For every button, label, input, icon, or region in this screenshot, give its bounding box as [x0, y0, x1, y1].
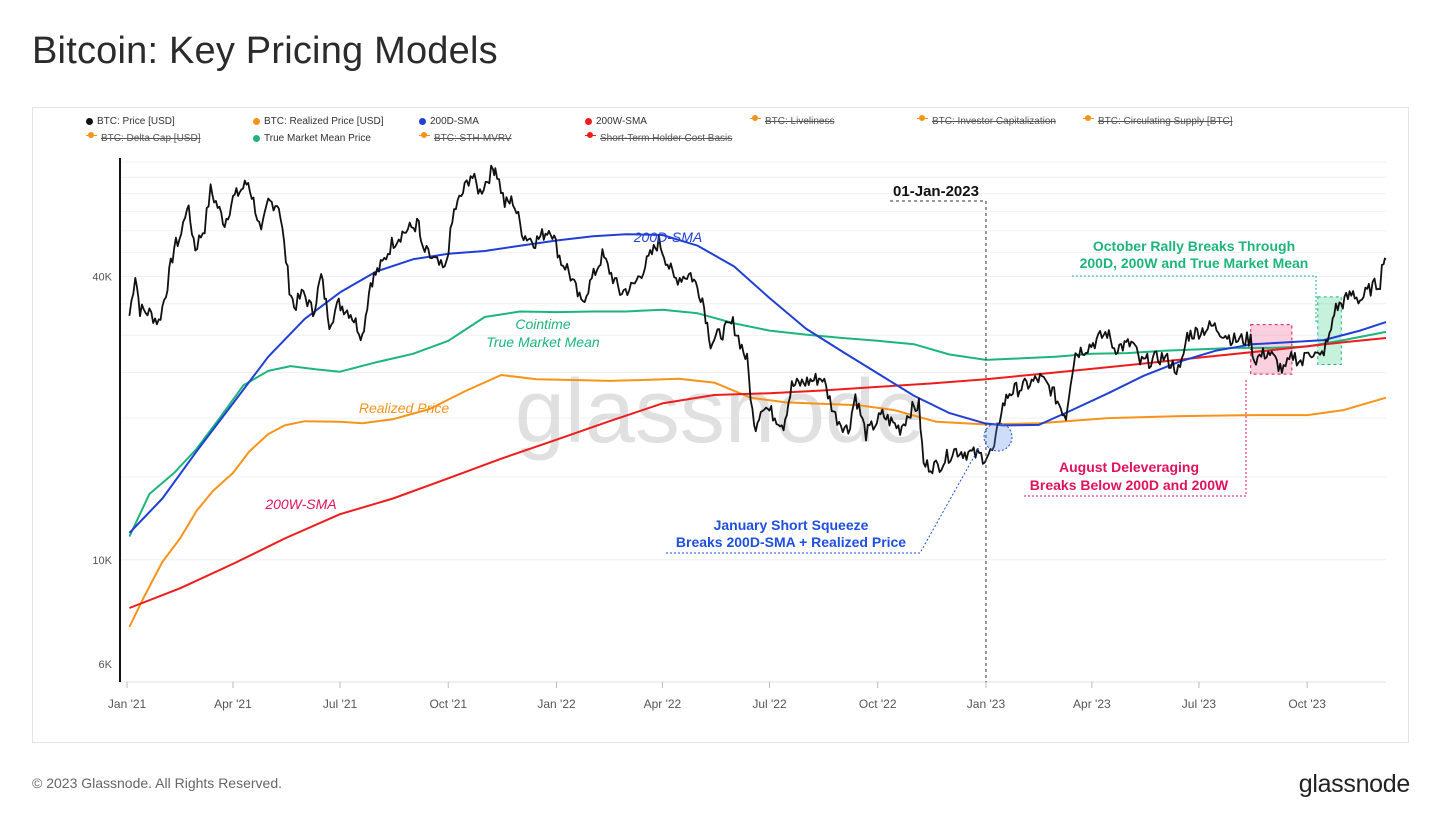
y-tick-label: 6K — [99, 659, 113, 671]
legend-swatch — [1083, 115, 1094, 126]
x-tick-label: Apr '22 — [644, 697, 682, 711]
legend-item-circulating-supply[interactable]: BTC: Circulating Supply [BTC] — [1083, 115, 1233, 127]
callout-january-leader — [666, 445, 981, 554]
legend-swatch — [86, 118, 93, 125]
callout-october-line1: October Rally Breaks Through — [1093, 238, 1295, 254]
legend-swatch — [917, 115, 928, 126]
series-lines — [128, 164, 1387, 628]
series-200d-sma — [128, 233, 1387, 534]
x-tick-label: Oct '21 — [429, 697, 467, 711]
legend-swatch — [585, 118, 592, 125]
legend-swatch — [419, 132, 430, 143]
legend-item-200d-sma[interactable]: 200D-SMA — [419, 116, 479, 127]
annotations: 200D-SMA Cointime True Market Mean Realized… — [264, 183, 1317, 682]
label-200w-sma: 200W-SMA — [264, 496, 336, 512]
callout-january-line2: Breaks 200D-SMA + Realized Price — [676, 534, 906, 550]
highlight-october — [1317, 296, 1342, 366]
y-tick-label: 40K — [92, 271, 112, 283]
chart-frame — [32, 107, 1409, 743]
watermark-logo: glassnode — [515, 362, 925, 462]
x-tick-label: Apr '21 — [214, 697, 252, 711]
legend-item-true-market-mean[interactable]: True Market Mean Price — [253, 133, 371, 144]
x-tick-label: Apr '23 — [1073, 697, 1111, 711]
legend-item-sth-cost-basis[interactable]: Short-Term Holder Cost Basis — [585, 132, 733, 144]
legend-swatch — [86, 132, 97, 143]
legend-item-200w-sma[interactable]: 200W-SMA — [585, 116, 647, 127]
callout-january-marker — [983, 422, 1013, 452]
legend-item-realized-price[interactable]: BTC: Realized Price [USD] — [253, 116, 383, 127]
x-tick-label: Oct '22 — [859, 697, 897, 711]
callout-august-leader — [1024, 380, 1247, 497]
legend-item-delta-cap[interactable]: BTC: Delta Cap [USD] — [86, 132, 201, 144]
legend-label: BTC: Delta Cap [USD] — [101, 133, 201, 144]
callout-august-line1: August Deleveraging — [1059, 459, 1199, 475]
legend-swatch — [750, 115, 761, 126]
x-tick-label: Jan '22 — [537, 697, 576, 711]
legend-label: Short-Term Holder Cost Basis — [600, 133, 733, 144]
legend-item-investor-capitalization[interactable]: BTC: Investor Capitalization — [917, 115, 1056, 127]
x-tick-label: Jan '23 — [967, 697, 1006, 711]
x-tick-label: Jan '21 — [108, 697, 147, 711]
page-title: Bitcoin: Key Pricing Models — [32, 30, 498, 72]
label-true-market-mean: True Market Mean — [486, 334, 600, 350]
series-realized-price — [128, 374, 1387, 628]
legend-swatch — [419, 118, 426, 125]
legend-swatch — [253, 135, 260, 142]
legend-label: 200W-SMA — [596, 116, 647, 127]
x-tick-label: Jul '21 — [323, 697, 358, 711]
legend-label: BTC: Circulating Supply [BTC] — [1098, 116, 1233, 127]
x-tick-label: Jul '22 — [752, 697, 787, 711]
y-tick-label: 10K — [92, 555, 112, 567]
label-realized-price: Realized Price — [359, 400, 449, 416]
legend-label: BTC: Price [USD] — [97, 116, 175, 127]
series-btc-price — [128, 164, 1387, 475]
x-tick-label: Oct '23 — [1288, 697, 1326, 711]
gridlines — [120, 161, 1386, 683]
footer-copyright: © 2023 Glassnode. All Rights Reserved. — [32, 775, 283, 791]
legend-label: BTC: Liveliness — [765, 116, 835, 127]
chart-legend: BTC: Price [USD] BTC: Realized Price [US… — [52, 115, 1233, 152]
legend-label: 200D-SMA — [430, 116, 479, 127]
callout-august-line2: Breaks Below 200D and 200W — [1030, 477, 1229, 493]
legend-swatch — [253, 118, 260, 125]
callout-january-line1: January Short Squeeze — [714, 517, 869, 533]
label-200d-sma: 200D-SMA — [633, 229, 702, 245]
axes: 6K 10K 40K Jan '21 Apr '21 Jul '21 Oct '21 Jan … — [92, 158, 1326, 711]
legend-label: True Market Mean Price — [264, 133, 371, 144]
footer-logo: glassnode — [1298, 770, 1411, 798]
callout-october-line2: 200D, 200W and True Market Mean — [1080, 255, 1309, 271]
callout-october-leader — [1072, 275, 1317, 322]
legend-item-sth-mvrv[interactable]: BTC: STH-MVRV — [419, 132, 512, 144]
label-cointime: Cointime — [515, 316, 570, 332]
series-true-market-mean — [128, 308, 1387, 538]
legend-label: BTC: STH-MVRV — [434, 133, 512, 144]
legend-swatch — [585, 132, 596, 143]
x-tick-label: Jul '23 — [1182, 697, 1217, 711]
date-marker-label: 01-Jan-2023 — [893, 183, 979, 200]
legend-label: BTC: Realized Price [USD] — [264, 116, 384, 127]
legend-item-btc-price[interactable]: BTC: Price [USD] — [86, 116, 175, 127]
legend-item-liveliness[interactable]: BTC: Liveliness — [750, 115, 835, 127]
legend-label: BTC: Investor Capitalization — [932, 116, 1056, 127]
